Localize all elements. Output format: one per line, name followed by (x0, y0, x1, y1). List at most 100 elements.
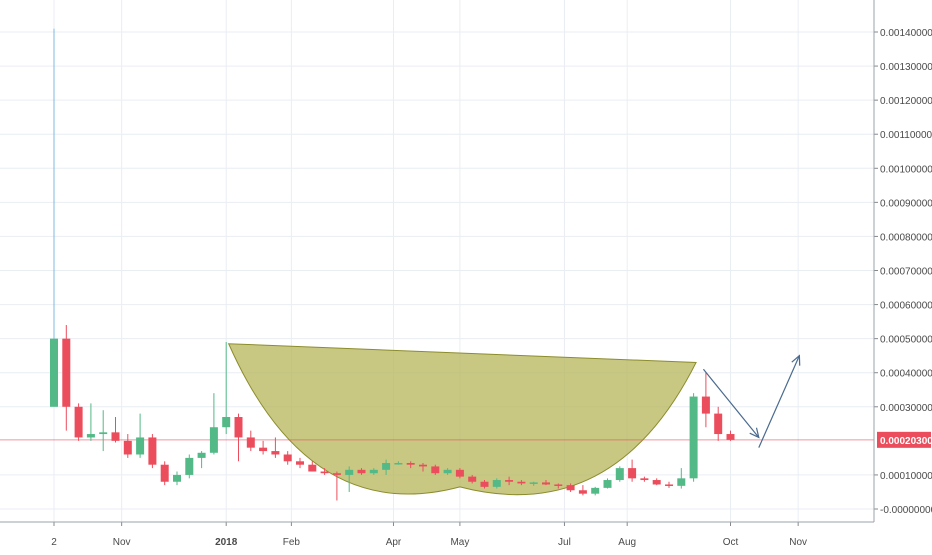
candle-body (665, 484, 673, 486)
candle-body (406, 463, 415, 465)
candle (455, 468, 464, 479)
candle-body (332, 473, 341, 475)
candle (271, 437, 280, 458)
candle-body (111, 432, 120, 441)
candle (136, 413, 145, 458)
candle (357, 468, 366, 475)
y-tick-label: 0.00010000 (880, 471, 932, 482)
last-price-tag (877, 431, 931, 448)
y-tick-label: 0.00040000 (880, 369, 932, 380)
candle-body (578, 490, 587, 494)
x-tick-label: Nov (789, 537, 807, 548)
candle (480, 480, 489, 489)
candle-body (185, 457, 194, 475)
candle (197, 451, 206, 469)
candle (554, 483, 563, 489)
candle (419, 463, 427, 472)
x-tick-label: Feb (283, 537, 301, 548)
candle (382, 459, 391, 475)
candle-body (517, 481, 526, 484)
y-tick-label: 0.00110000 (880, 130, 932, 141)
candle (529, 481, 538, 486)
candle (701, 372, 710, 428)
candle (234, 413, 243, 462)
y-tick-label: 0.00050000 (880, 335, 932, 346)
candle-body (468, 476, 477, 482)
candle (615, 466, 624, 482)
candle-body (603, 480, 612, 488)
candle (640, 476, 649, 482)
candles (50, 28, 735, 501)
candle-body (160, 464, 169, 482)
y-tick-label: 0.00120000 (880, 96, 932, 107)
candle-body (86, 434, 95, 438)
candle-body (419, 464, 427, 467)
candle (652, 478, 661, 486)
candle-body (50, 338, 58, 407)
candle-body (123, 440, 132, 455)
y-tick-label: 0.00140000 (880, 28, 932, 39)
arrow-up-shaft (758, 355, 800, 448)
last-price-label: 0.00020300 (880, 436, 932, 447)
candle-body (652, 480, 661, 485)
x-tick-label: May (450, 537, 469, 548)
candle (62, 325, 71, 431)
candle-body (369, 469, 378, 474)
candle (578, 485, 587, 496)
x-tick-label: 2 (51, 537, 57, 548)
candle (591, 486, 600, 496)
candle-body (529, 482, 538, 484)
candle-body (320, 471, 329, 474)
x-axis: 2 Nov 2018 Feb Apr May Jul Aug Oct Nov (0, 521, 874, 548)
candle-body (726, 434, 735, 440)
candle (726, 430, 735, 441)
candle-body (246, 437, 255, 448)
candle (443, 468, 452, 475)
arrow-down-shaft (702, 368, 760, 438)
candle-body (640, 478, 649, 481)
candle-body (480, 481, 489, 487)
candle-body (615, 468, 624, 481)
candle-body (431, 466, 440, 474)
candle-body (505, 480, 514, 482)
candle-body (173, 474, 181, 482)
x-tick-label: Jul (558, 537, 571, 548)
candle (123, 434, 132, 458)
y-tick-label: 0.00130000 (880, 62, 932, 73)
candle (566, 483, 575, 492)
candle-body (714, 413, 723, 435)
candle-body (74, 406, 83, 438)
candle-body (271, 451, 280, 455)
candle-body (296, 461, 304, 465)
candle (185, 454, 194, 479)
candle-body (492, 480, 501, 487)
candle-body (628, 468, 637, 479)
candle (111, 417, 120, 443)
candle (246, 430, 255, 452)
candle-body (701, 396, 710, 414)
candle (332, 471, 341, 501)
candle (492, 478, 501, 489)
candle (468, 474, 477, 484)
candle (505, 476, 514, 486)
y-tick-label: 0.00090000 (880, 198, 932, 209)
y-tick-label: 0.00100000 (880, 164, 932, 175)
candle-body (542, 482, 550, 485)
candle-body (99, 432, 108, 435)
y-tick-label: -0.00000000 (880, 505, 932, 516)
candle-body (591, 487, 600, 494)
candle (628, 459, 637, 482)
candle (603, 478, 612, 489)
y-tick-label: 0.00030000 (880, 403, 932, 414)
y-tick-label: 0.00070000 (880, 267, 932, 278)
candle-body (148, 437, 157, 465)
y-tick-label: 0.00060000 (880, 301, 932, 312)
candle (320, 468, 329, 475)
cup-shape (227, 343, 697, 496)
x-tick-label: Aug (618, 537, 636, 548)
x-tick-label: 2018 (215, 537, 238, 548)
candle-body (259, 447, 268, 452)
candle-body (677, 478, 686, 486)
candle (283, 451, 292, 465)
